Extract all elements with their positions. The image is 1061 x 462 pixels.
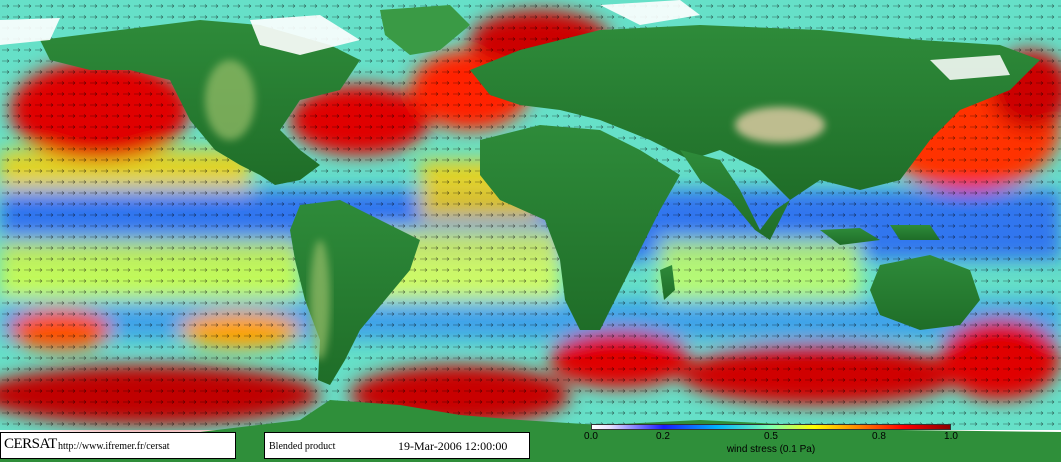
credit-box: CERSAT http://www.ifremer.fr/cersat — [0, 432, 236, 459]
product-label: Blended product — [269, 441, 336, 452]
brand-label: CERSAT — [4, 436, 57, 452]
scale-tick: 1.0 — [944, 431, 958, 442]
color-scale-bar — [591, 424, 951, 430]
relief-layer — [0, 0, 1010, 360]
scale-tick: 0.0 — [584, 431, 598, 442]
color-scale: 0.0 0.2 0.5 0.8 1.0 wind stress (0.1 Pa) — [584, 424, 958, 460]
scale-tick: 0.8 — [872, 431, 886, 442]
source-url-link[interactable]: http://www.ifremer.fr/cersat — [58, 441, 170, 452]
scale-title: wind stress (0.1 Pa) — [726, 444, 816, 455]
scale-tick: 0.2 — [656, 431, 670, 442]
datetime-label: 19-Mar-2006 12:00:00 — [398, 439, 508, 453]
scale-tick: 0.5 — [764, 431, 778, 442]
product-box: Blended product 19-Mar-2006 12:00:00 — [264, 432, 530, 459]
